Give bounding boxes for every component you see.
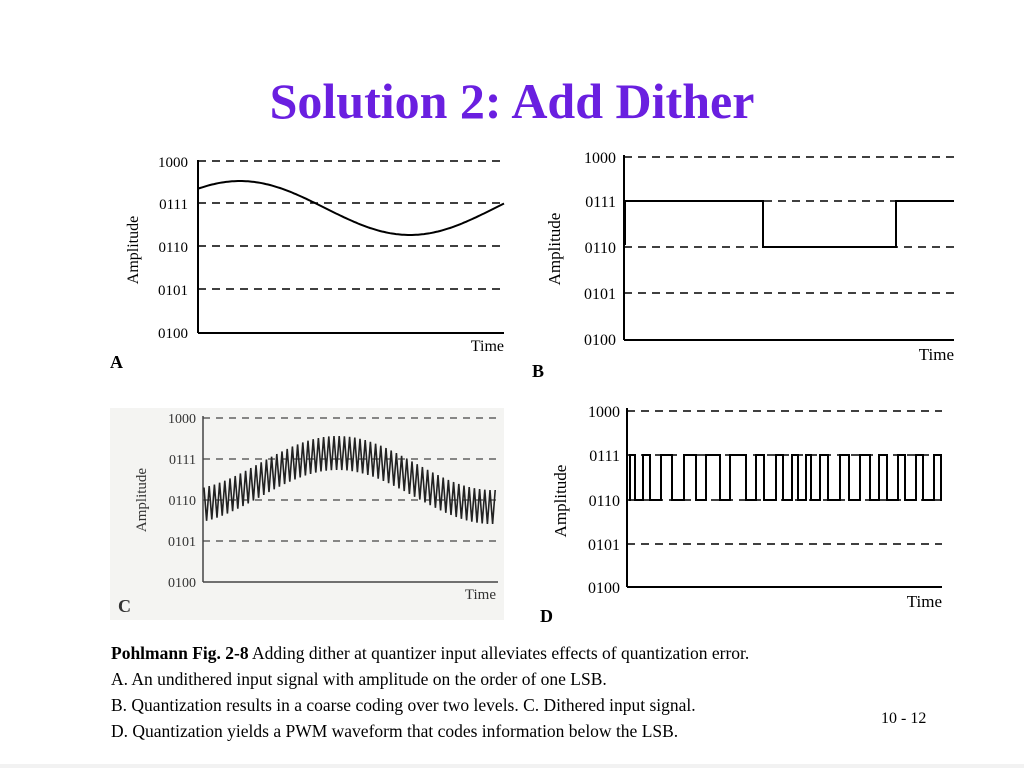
- panel-c-letter: C: [118, 596, 131, 616]
- panel-c-level-label: 0110: [169, 494, 196, 509]
- panel-d-y-label: Amplitude: [551, 465, 570, 538]
- figure-caption: Pohlmann Fig. 2-8 Adding dither at quant…: [111, 640, 971, 744]
- panel-b-square-waveform: [624, 200, 954, 248]
- panel-c-level-label: 0100: [168, 576, 196, 591]
- caption-line-1: Pohlmann Fig. 2-8 Adding dither at quant…: [111, 640, 971, 666]
- panel-c: 1000 0111 0110 0101 0100 Amplitude Time …: [110, 408, 504, 620]
- caption-line-4: D. Quantization yields a PWM waveform th…: [111, 721, 679, 741]
- panel-a-letter: A: [110, 352, 123, 372]
- panel-a: 1000 0111 0110 0101 0100 Amplitude Time …: [110, 150, 510, 375]
- panel-c-y-label: Amplitude: [134, 468, 150, 533]
- panel-b-figure: 1000 0111 0110 0101 0100 Amplitude Time …: [532, 150, 954, 381]
- panel-b-y-label: Amplitude: [545, 213, 564, 286]
- panel-a-x-label: Time: [471, 338, 504, 355]
- panel-a-level-label: 0101: [158, 283, 188, 299]
- panel-d-level-label: 0111: [589, 448, 620, 465]
- panel-c-level-label: 0101: [168, 535, 196, 550]
- caption-line-3: B. Quantization results in a coarse codi…: [111, 695, 696, 715]
- panel-b-letter: B: [532, 361, 544, 381]
- panel-b-level-label: 0100: [584, 332, 616, 349]
- panel-b: 1000 0111 0110 0101 0100 Amplitude Time …: [530, 145, 970, 385]
- panel-b-level-label: 0101: [584, 286, 616, 303]
- panel-a-y-label: Amplitude: [125, 216, 142, 284]
- panel-a-sine-waveform: [197, 180, 505, 236]
- panel-d-x-label: Time: [907, 592, 942, 611]
- panel-b-level-label: 0111: [585, 194, 616, 211]
- panel-c-dithered-waveform: [203, 435, 496, 525]
- panel-a-level-label: 0110: [159, 240, 188, 256]
- panel-d-level-label: 0101: [588, 537, 620, 554]
- panel-c-figure: 1000 0111 0110 0101 0100 Amplitude Time …: [118, 412, 498, 616]
- panel-a-level-label: 0111: [159, 197, 188, 213]
- panel-c-x-label: Time: [465, 587, 496, 603]
- caption-line-2: A. An undithered input signal with ampli…: [111, 669, 607, 689]
- caption-source: Pohlmann Fig. 2-8: [111, 643, 249, 663]
- panel-d: 1000 0111 0110 0101 0100 Amplitude Time …: [530, 400, 970, 630]
- slide-title: Solution 2: Add Dither: [269, 73, 755, 129]
- bottom-rule: [0, 764, 1024, 768]
- panel-d-level-label: 0110: [589, 493, 620, 510]
- page-number: 10 - 12: [881, 710, 927, 727]
- caption-text: Adding dither at quantizer input allevia…: [248, 643, 750, 663]
- panel-b-level-label: 0110: [585, 240, 616, 257]
- panel-d-level-label: 0100: [588, 580, 620, 597]
- panel-a-level-label: 1000: [158, 155, 188, 171]
- panel-a-figure: 1000 0111 0110 0101 0100 Amplitude Time …: [110, 155, 505, 372]
- panel-d-level-label: 1000: [588, 404, 620, 421]
- panel-b-level-label: 1000: [584, 150, 616, 167]
- panel-c-level-label: 1000: [168, 412, 196, 427]
- panel-c-level-label: 0111: [169, 453, 196, 468]
- panel-b-x-label: Time: [919, 345, 954, 364]
- panel-d-figure: 1000 0111 0110 0101 0100 Amplitude Time …: [540, 404, 942, 626]
- panel-a-level-label: 0100: [158, 326, 188, 342]
- panel-d-letter: D: [540, 606, 553, 626]
- panel-d-pwm-waveform: [629, 454, 942, 501]
